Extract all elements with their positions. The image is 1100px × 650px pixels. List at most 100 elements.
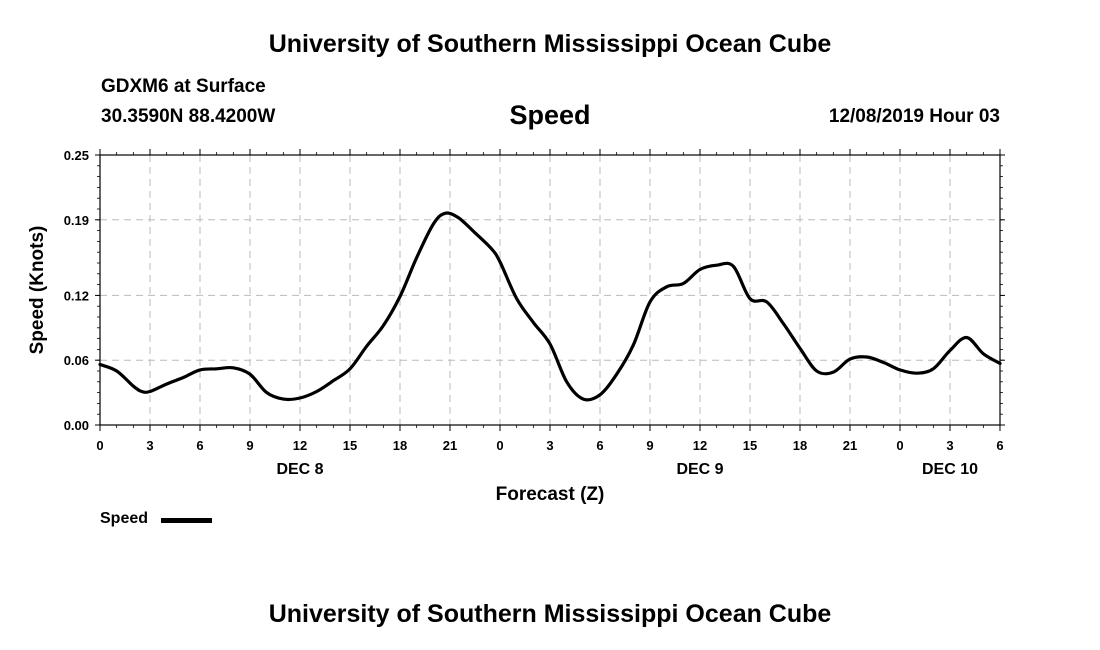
data-point xyxy=(474,231,477,234)
x-tick-label: 6 xyxy=(596,438,603,453)
x-axis-label: Forecast (Z) xyxy=(496,484,605,505)
data-point xyxy=(399,295,402,298)
data-point xyxy=(749,297,752,300)
data-point xyxy=(732,265,735,268)
data-point xyxy=(965,336,968,339)
data-point xyxy=(982,352,985,355)
data-point xyxy=(265,391,268,394)
data-point xyxy=(699,268,702,271)
x-tick-label: 21 xyxy=(843,438,857,453)
day-label: DEC 8 xyxy=(276,461,323,478)
data-point xyxy=(782,322,785,325)
x-tick-label: 3 xyxy=(946,438,953,453)
legend-label: Speed xyxy=(100,510,149,527)
data-point xyxy=(432,223,435,226)
data-point xyxy=(582,398,585,401)
x-tick-label: 0 xyxy=(96,438,103,453)
data-point xyxy=(515,297,518,300)
x-tick-label: 12 xyxy=(693,438,707,453)
y-tick-label: 0.25 xyxy=(64,148,89,163)
data-point xyxy=(932,367,935,370)
data-point xyxy=(165,383,168,386)
data-point xyxy=(649,300,652,303)
legend-swatch-speed xyxy=(161,518,212,523)
data-point xyxy=(632,344,635,347)
data-point xyxy=(549,343,552,346)
station-coordinates: 30.3590N 88.4200W xyxy=(101,106,276,127)
data-point xyxy=(599,393,602,396)
x-tick-label: 15 xyxy=(343,438,357,453)
station-label: GDXM6 at Surface xyxy=(101,76,266,97)
forecast-datetime: 12/08/2019 Hour 03 xyxy=(828,106,1000,127)
x-tick-label: 0 xyxy=(896,438,903,453)
y-tick-label: 0.00 xyxy=(64,418,89,433)
data-point xyxy=(999,362,1002,365)
data-point xyxy=(715,264,718,267)
y-tick-label: 0.06 xyxy=(64,353,89,368)
series-line-speed xyxy=(98,211,1002,402)
grid xyxy=(100,155,1000,425)
data-point xyxy=(532,321,535,324)
data-point xyxy=(215,367,218,370)
data-point xyxy=(115,370,118,373)
axis-ticks xyxy=(95,149,1005,431)
x-tick-label: 18 xyxy=(793,438,807,453)
data-point xyxy=(382,324,385,327)
data-point xyxy=(249,373,252,376)
chart-header-title: University of Southern Mississippi Ocean… xyxy=(268,30,832,58)
variable-title: Speed xyxy=(509,100,591,130)
data-point xyxy=(949,349,952,352)
data-point xyxy=(815,370,818,373)
x-tick-label: 12 xyxy=(293,438,307,453)
data-point xyxy=(299,397,302,400)
data-point xyxy=(282,398,285,401)
data-point xyxy=(865,356,868,359)
x-tick-label: 3 xyxy=(546,438,553,453)
data-point xyxy=(832,371,835,374)
data-point xyxy=(882,361,885,364)
x-tick-label: 3 xyxy=(146,438,153,453)
data-point xyxy=(132,385,135,388)
data-point xyxy=(365,345,368,348)
data-point xyxy=(490,248,493,251)
data-point xyxy=(457,216,460,219)
x-tick-label: 6 xyxy=(996,438,1003,453)
data-point xyxy=(99,363,102,366)
x-tick-label: 9 xyxy=(646,438,653,453)
day-label: DEC 9 xyxy=(676,461,723,478)
data-point xyxy=(682,282,685,285)
y-tick-label: 0.19 xyxy=(64,213,89,228)
x-tick-label: 9 xyxy=(246,438,253,453)
data-point xyxy=(915,372,918,375)
y-axis-tick-labels: 0.00 0.06 0.12 0.19 0.25 xyxy=(64,148,89,433)
data-point xyxy=(415,256,418,259)
data-point xyxy=(332,379,335,382)
x-axis-day-labels: DEC 8 DEC 9 DEC 10 xyxy=(276,461,978,478)
data-point xyxy=(315,390,318,393)
data-point xyxy=(849,358,852,361)
data-point xyxy=(349,367,352,370)
data-point xyxy=(665,285,668,288)
x-tick-label: 6 xyxy=(196,438,203,453)
data-point xyxy=(444,212,447,215)
data-point xyxy=(765,300,768,303)
data-point xyxy=(565,380,568,383)
x-tick-label: 15 xyxy=(743,438,757,453)
data-point xyxy=(140,390,143,393)
data-point xyxy=(232,366,235,369)
y-axis-label: Speed (Knots) xyxy=(27,226,48,355)
data-point xyxy=(499,260,502,263)
data-point xyxy=(615,373,618,376)
data-point xyxy=(799,347,802,350)
x-tick-label: 21 xyxy=(443,438,457,453)
y-tick-label: 0.12 xyxy=(64,288,89,303)
data-point xyxy=(149,390,152,393)
x-tick-label: 18 xyxy=(393,438,407,453)
x-tick-label: 0 xyxy=(496,438,503,453)
data-point xyxy=(182,376,185,379)
day-label: DEC 10 xyxy=(922,461,978,478)
chart-footer-title: University of Southern Mississippi Ocean… xyxy=(268,600,832,628)
data-point xyxy=(899,368,902,371)
data-point xyxy=(199,368,202,371)
